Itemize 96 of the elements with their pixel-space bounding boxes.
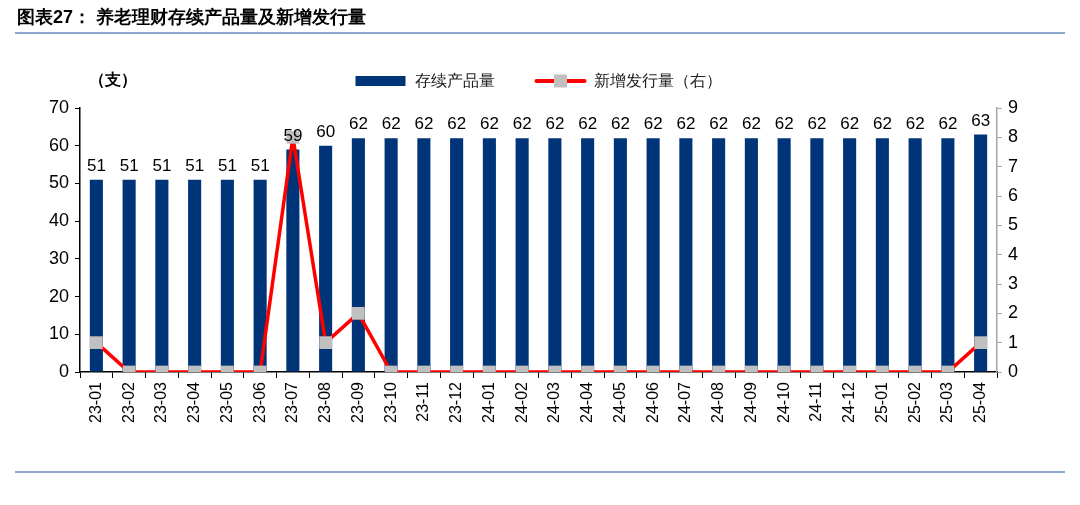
data-label: 51 [119,155,139,175]
x-tick-label: 24-04 [578,381,596,423]
x-tick-label: 23-02 [119,381,137,423]
x-tick-label: 23-10 [381,381,399,423]
bar [515,138,529,372]
chart-title: 图表27： 养老理财存续产品量及新增发行量 [17,6,367,28]
data-label: 62 [807,114,827,134]
x-tick-label: 25-03 [938,381,956,423]
data-label: 51 [86,155,106,175]
y2-tick-label: 4 [1008,243,1019,264]
data-label: 62 [643,114,663,134]
bar [155,179,169,372]
data-label: 59 [283,125,303,145]
bar [908,138,922,372]
y-tick-label: 70 [48,96,69,117]
y-tick-label: 10 [48,323,69,344]
bar [777,138,791,372]
data-label: 62 [479,114,499,134]
data-label: 62 [709,114,729,134]
data-label: 63 [971,110,991,130]
bar [89,179,103,372]
y-tick-label: 0 [58,360,69,381]
bar [253,179,267,372]
y-tick-label: 50 [48,172,69,193]
data-label: 62 [741,114,761,134]
x-tick-label: 24-11 [807,381,825,422]
bar [810,138,824,372]
x-tick-label: 23-09 [348,381,366,423]
y2-tick-label: 6 [1008,184,1019,205]
data-label: 62 [872,114,892,134]
bar [941,138,955,372]
data-label: 62 [545,114,565,134]
y-tick-label: 60 [48,134,69,155]
y-axis-title: （支） [89,71,137,90]
x-tick-label: 24-09 [741,381,759,423]
x-tick-label: 24-07 [676,381,694,423]
x-tick-label: 23-11 [414,381,432,422]
y-tick-label: 30 [48,247,69,268]
data-label: 62 [774,114,794,134]
legend-label: 存续产品量 [414,72,495,90]
x-tick-label: 24-01 [479,381,497,423]
x-tick-label: 23-12 [447,381,465,423]
x-tick-label: 23-06 [250,381,268,423]
y2-tick-label: 7 [1008,155,1019,176]
y2-tick-label: 1 [1008,331,1019,352]
x-tick-label: 23-03 [152,381,170,423]
data-label: 62 [578,114,598,134]
x-tick-label: 25-04 [971,381,989,423]
data-label: 62 [610,114,630,134]
data-label: 51 [217,155,237,175]
y-tick-label: 20 [48,285,69,306]
x-tick-label: 23-04 [185,381,203,423]
data-label: 51 [185,155,205,175]
x-tick-label: 24-02 [512,381,530,423]
x-tick-label: 24-12 [840,381,858,423]
x-tick-label: 23-05 [217,381,235,423]
x-tick-label: 23-08 [316,381,334,423]
y2-tick-label: 8 [1008,126,1019,147]
legend-label: 新增发行量（右） [593,72,722,90]
data-label: 62 [840,114,860,134]
data-label: 60 [316,121,336,141]
y2-tick-label: 5 [1008,214,1019,235]
y2-tick-label: 3 [1008,272,1019,293]
data-label: 62 [905,114,925,134]
x-tick-label: 24-03 [545,381,563,423]
data-label: 62 [381,114,401,134]
y2-tick-label: 9 [1008,96,1019,117]
x-tick-label: 23-07 [283,381,301,423]
x-tick-label: 23-01 [86,381,104,423]
data-label: 62 [414,114,434,134]
y-tick-label: 40 [48,210,69,231]
x-tick-label: 24-05 [610,381,628,423]
data-label: 62 [512,114,532,134]
bar [286,149,300,372]
data-label: 51 [152,155,172,175]
bar [679,138,693,372]
bar [974,134,988,372]
data-label: 62 [447,114,467,134]
data-label: 62 [938,114,958,134]
bar [417,138,431,372]
bar [122,179,136,372]
x-tick-label: 24-10 [774,381,792,423]
x-tick-label: 24-06 [643,381,661,423]
x-tick-label: 24-08 [709,381,727,423]
data-label: 62 [348,114,368,134]
x-tick-label: 25-02 [905,381,923,423]
data-label: 51 [250,155,270,175]
bar [646,138,660,372]
y2-tick-label: 2 [1008,302,1019,323]
bar [384,138,398,372]
bar [548,138,562,372]
bar [351,138,365,372]
y2-tick-label: 0 [1008,360,1019,381]
bar [319,145,333,372]
data-label: 62 [676,114,696,134]
x-tick-label: 25-01 [872,381,890,423]
